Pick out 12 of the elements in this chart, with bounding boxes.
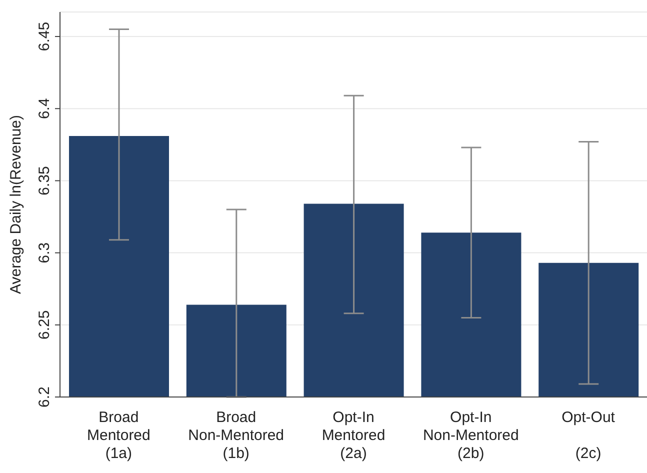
y-axis-title: Average Daily ln(Revenue) [7,115,24,294]
y-tick-label: 6.2 [36,386,53,408]
y-tick-label: 6.35 [36,166,53,196]
x-tick-label: Broad Mentored (1a) [87,409,150,462]
x-tick-label: Opt-In Non-Mentored (2b) [422,409,519,462]
y-tick-label: 6.3 [36,242,53,264]
x-tick-label: Opt-In Mentored (2a) [322,409,386,462]
y-tick-label: 6.4 [36,98,53,120]
x-tick-label: Broad Non-Mentored (1b) [188,409,284,462]
y-tick-label: 6.25 [36,310,53,340]
y-tick-label: 6.45 [36,22,53,52]
category-label: Opt-Out (2c) [562,409,615,462]
